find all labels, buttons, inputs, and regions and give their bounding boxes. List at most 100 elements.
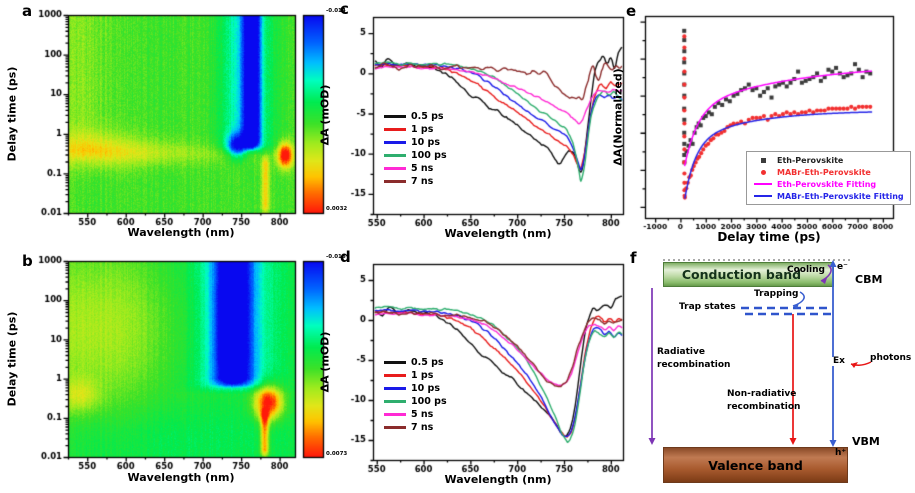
- legend-swatch: [384, 167, 406, 170]
- legend-label: Eth-Perovskite Fitting: [777, 179, 877, 189]
- legend-item: 10 ps: [384, 382, 447, 395]
- legend-item: 100 ps: [384, 149, 447, 162]
- colorbar-max-label-b: -0.016: [326, 254, 346, 260]
- legend-item: Eth-Perovskite Fitting: [753, 178, 904, 190]
- photons-arrowhead-icon: [851, 362, 858, 368]
- panel-a: a Wavelength (nm) Delay time (ps) -0.014…: [0, 0, 350, 248]
- nonradiative-label-line2: recombination: [727, 402, 801, 412]
- radiative-label-line2: recombination: [657, 360, 731, 370]
- cooling-arrow: [820, 264, 832, 282]
- panel-f: f Conduction band Valence band: [615, 250, 915, 493]
- legend-label: 7 ns: [411, 422, 434, 433]
- x-axis-title-c: Wavelength (nm): [444, 227, 552, 240]
- panel-label-d: d: [340, 248, 351, 266]
- panel-b: b Wavelength (nm) Delay time (ps) -0.016…: [0, 248, 350, 493]
- legend-item: 10 ps: [384, 136, 447, 149]
- panel-e: e Delay time (ps) ΔA(Normalized) Eth-Per…: [605, 0, 915, 250]
- legend-item: 5 ns: [384, 408, 447, 421]
- legend-swatch: [384, 413, 406, 416]
- x-axis-title-a: Wavelength (nm): [127, 226, 235, 239]
- radiative-arrowhead-icon: [648, 438, 656, 445]
- cbm-label: CBM: [855, 273, 883, 286]
- trapping-arrowhead-icon: [793, 303, 799, 309]
- legend-e: Eth-Perovskite MABr-Eth-Perovskite Eth-Per…: [746, 151, 911, 205]
- legend-swatch: [753, 169, 773, 175]
- scatter-canvas-e: [605, 0, 915, 250]
- y-axis-title-c: ΔA (mOD): [318, 84, 332, 146]
- legend-item: MABr-Eth-Perovskite Fitting: [753, 190, 904, 202]
- conduction-band-bar: Conduction band: [663, 262, 834, 287]
- nonradiative-label-line1: Non-radiative: [727, 389, 797, 399]
- legend-swatch: [753, 183, 773, 185]
- panel-label-a: a: [22, 2, 33, 20]
- legend-item: 7 ns: [384, 175, 447, 188]
- colorbar-min-label-b: 0.0073: [326, 451, 348, 457]
- legend-label: 10 ps: [411, 383, 440, 394]
- y-axis-title-b: Delay time (ps): [5, 311, 19, 407]
- panel-d: d Wavelength (nm) ΔA (mOD) 0.5 ps 1 ps 10 …: [310, 248, 630, 493]
- cooling-label: Cooling: [787, 265, 825, 275]
- legend-label: 100 ps: [411, 396, 447, 407]
- legend-label: 1 ps: [411, 370, 434, 381]
- legend-label: 0.5 ps: [411, 357, 444, 368]
- conduction-band-label: Conduction band: [681, 267, 802, 282]
- legend-swatch: [384, 128, 406, 131]
- ex-label: Ex: [832, 356, 846, 366]
- legend-label: 0.5 ps: [411, 111, 444, 122]
- legend-item: 0.5 ps: [384, 110, 447, 123]
- band-diagram-arrows: [648, 259, 872, 447]
- radiative-label-line1: Radiative: [657, 347, 705, 357]
- trapping-label: Trapping: [754, 289, 799, 299]
- legend-label: 1 ps: [411, 124, 434, 135]
- legend-swatch: [753, 157, 773, 163]
- legend-item: 1 ps: [384, 123, 447, 136]
- legend-item: 5 ns: [384, 162, 447, 175]
- panel-label-b: b: [22, 252, 33, 270]
- nonradiative-arrowhead-icon: [789, 438, 797, 445]
- electron-label: e⁻: [837, 262, 848, 272]
- panel-c: c Wavelength (nm) ΔA (mOD) 0.5 ps 1 ps 10 …: [310, 0, 630, 248]
- legend-swatch: [384, 374, 406, 377]
- exciton-down-arrowhead-icon: [829, 440, 837, 447]
- y-axis-title-a: Delay time (ps): [5, 66, 19, 162]
- photons-label: photons: [870, 353, 912, 363]
- legend-label: 10 ps: [411, 137, 440, 148]
- legend-item: 1 ps: [384, 369, 447, 382]
- legend-swatch: [384, 141, 406, 144]
- legend-item: MABr-Eth-Perovskite: [753, 166, 904, 178]
- legend-label: 5 ns: [411, 409, 434, 420]
- legend-swatch: [384, 400, 406, 403]
- square-marker-icon: [760, 157, 766, 163]
- x-axis-title-d: Wavelength (nm): [444, 473, 552, 486]
- legend-label: 7 ns: [411, 176, 434, 187]
- legend-label: MABr-Eth-Perovskite: [777, 167, 871, 177]
- valence-band-label: Valence band: [708, 457, 803, 473]
- y-axis-title-d: ΔA (mOD): [318, 331, 332, 393]
- legend-c: 0.5 ps 1 ps 10 ps 100 ps 5 ns 7 ns: [384, 110, 447, 188]
- legend-d: 0.5 ps 1 ps 10 ps 100 ps 5 ns 7 ns: [384, 356, 447, 434]
- legend-swatch: [384, 387, 406, 390]
- legend-item: 0.5 ps: [384, 356, 447, 369]
- legend-swatch: [384, 426, 406, 429]
- legend-label: MABr-Eth-Perovskite Fitting: [777, 191, 904, 201]
- x-axis-title-e: Delay time (ps): [717, 230, 821, 244]
- cooling-arrowhead-icon: [821, 278, 827, 284]
- panel-label-e: e: [626, 2, 637, 20]
- vbm-label: VBM: [852, 435, 880, 448]
- heatmap-canvas-b: [0, 248, 350, 493]
- legend-swatch: [384, 180, 406, 183]
- hole-label: h⁺: [835, 448, 847, 458]
- x-axis-title-b: Wavelength (nm): [127, 471, 235, 484]
- trap-states-label: Trap states: [679, 302, 736, 312]
- heatmap-canvas-a: [0, 0, 350, 248]
- y-axis-title-e: ΔA(Normalized): [611, 68, 625, 166]
- colorbar-min-label-a: 0.0032: [326, 206, 348, 212]
- legend-swatch: [753, 195, 773, 197]
- legend-swatch: [384, 154, 406, 157]
- legend-item: 100 ps: [384, 395, 447, 408]
- legend-item: Eth-Perovskite: [753, 154, 904, 166]
- valence-band-bar: Valence band: [663, 447, 848, 483]
- colorbar-max-label-a: -0.014: [326, 8, 346, 14]
- legend-label: 100 ps: [411, 150, 447, 161]
